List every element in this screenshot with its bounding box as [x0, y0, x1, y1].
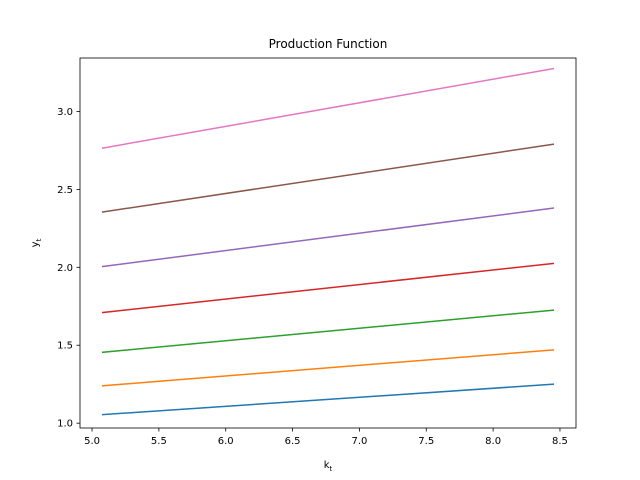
x-tick-label: 8.0: [485, 436, 501, 447]
x-axis-label-main: k: [324, 460, 330, 471]
y-axis-label-main: y: [30, 241, 41, 247]
x-tick-label: 6.0: [218, 436, 234, 447]
series-line-2: [101, 349, 555, 387]
x-axis-ticks: 5.0 5.5 6.0 6.5 7.0 7.5 8.0 8.5: [84, 428, 568, 447]
series-line-1: [101, 383, 555, 416]
y-tick-label: 3.0: [57, 107, 73, 118]
series-line-5: [101, 207, 555, 268]
chart-title: Production Function: [269, 37, 388, 51]
y-tick-label: 2.0: [57, 263, 73, 274]
series-line-3: [101, 309, 555, 354]
y-axis-ticks: 1.0 1.5 2.0 2.5 3.0: [57, 107, 80, 430]
x-tick-label: 7.0: [351, 436, 367, 447]
x-tick-label: 6.5: [285, 436, 301, 447]
x-axis-label: kt: [324, 460, 333, 473]
y-axis-label-subscript: t: [35, 238, 43, 241]
x-tick-label: 5.0: [84, 436, 100, 447]
x-tick-label: 8.5: [552, 436, 568, 447]
plot-area-frame: [79, 57, 577, 429]
series-line-7: [101, 67, 555, 149]
y-tick-label: 2.5: [57, 185, 73, 196]
series-layer: [101, 67, 555, 416]
series-line-4: [101, 262, 555, 314]
x-axis-label-subscript: t: [330, 465, 333, 473]
x-tick-label: 7.5: [418, 436, 434, 447]
x-tick-label: 5.5: [151, 436, 167, 447]
y-axis-label: yt: [30, 238, 43, 247]
y-tick-label: 1.0: [57, 419, 73, 430]
y-tick-label: 1.5: [57, 341, 73, 352]
series-line-6: [101, 143, 555, 213]
